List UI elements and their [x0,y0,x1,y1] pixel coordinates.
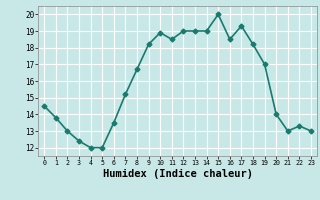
X-axis label: Humidex (Indice chaleur): Humidex (Indice chaleur) [103,169,252,179]
